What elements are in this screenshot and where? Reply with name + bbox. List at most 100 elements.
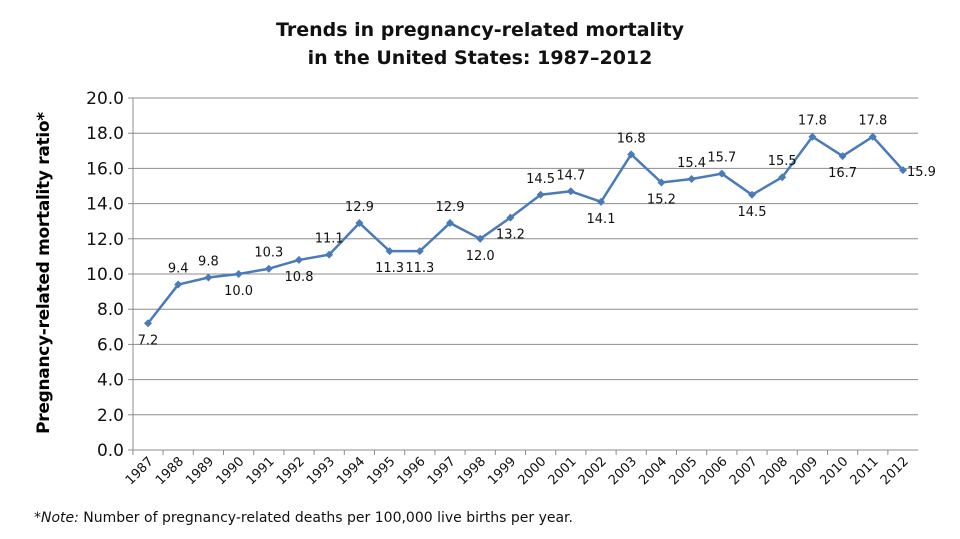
data-label: 14.5 (526, 172, 555, 187)
y-tick-label: 10.0 (86, 265, 124, 285)
x-tick-label: 1995 (364, 454, 398, 488)
data-label: 16.8 (617, 131, 646, 146)
data-label: 9.4 (168, 262, 189, 277)
data-point-marker (778, 173, 787, 182)
x-tick-label: 1989 (183, 454, 217, 488)
x-tick-label: 1990 (213, 454, 247, 488)
gridlines (133, 97, 918, 416)
data-point-marker (415, 247, 424, 256)
data-label: 14.1 (587, 212, 616, 227)
x-tick-label: 1998 (455, 454, 489, 488)
x-tick-label: 2005 (666, 454, 700, 488)
data-point-marker (234, 270, 243, 278)
x-tick-label: 1988 (153, 454, 187, 488)
data-point-marker (385, 247, 394, 256)
data-label: 15.7 (707, 151, 736, 166)
data-point-marker (204, 273, 213, 282)
x-tick-label: 2011 (848, 454, 882, 488)
data-point-marker (838, 152, 847, 161)
data-labels: 7.2 9.4 9.8 10.0 10.310.8 11.1 12.9 11.3 11.3 12.… (138, 114, 936, 349)
data-point-marker (899, 166, 907, 175)
y-axis-ticks: 0.0 2.0 4.0 6.0 8.0 10.0 12.0 14.0 16.0 18.0 20.0 (86, 89, 133, 461)
data-label: 15.5 (768, 154, 797, 169)
y-tick-label: 6.0 (97, 335, 124, 355)
x-tick-label: 2010 (817, 454, 851, 488)
data-point-marker (144, 319, 152, 328)
x-tick-label: 1997 (425, 454, 459, 488)
data-label: 12.9 (436, 200, 465, 215)
data-point-marker (808, 132, 817, 141)
data-label: 7.2 (138, 333, 159, 348)
x-tick-label: 1999 (485, 454, 519, 488)
y-tick-label: 2.0 (97, 406, 124, 426)
x-tick-label: 2002 (576, 454, 610, 488)
data-label: 9.8 (198, 255, 219, 270)
data-label: 17.8 (798, 114, 827, 129)
data-point-marker (536, 190, 545, 199)
data-point-marker (566, 187, 575, 196)
data-point-marker (597, 197, 605, 206)
footnote: *Note: Number of pregnancy-related death… (34, 510, 573, 526)
data-label: 12.0 (466, 249, 495, 264)
y-tick-label: 12.0 (86, 230, 124, 250)
x-tick-label: 1992 (274, 454, 308, 488)
data-point-marker (687, 174, 696, 183)
x-tick-label: 1993 (304, 454, 338, 488)
chart-title-line-2: in the United States: 1987–2012 (307, 47, 653, 69)
y-tick-label: 14.0 (86, 195, 124, 215)
data-point-marker (264, 264, 273, 273)
data-point-marker (506, 213, 515, 222)
series-line-path (147, 135, 904, 325)
x-tick-label: 1996 (395, 454, 429, 488)
x-tick-label: 1991 (244, 454, 278, 488)
data-point-marker (174, 280, 183, 289)
data-point-marker (476, 234, 485, 243)
y-tick-label: 18.0 (86, 124, 124, 144)
data-label: 15.9 (907, 165, 936, 180)
data-label: 15.2 (647, 192, 676, 207)
data-label: 11.3 (375, 261, 404, 276)
data-point-marker (717, 169, 726, 178)
x-axis-ticks: 1987198819891990199119921993199419951996… (123, 450, 912, 488)
data-label: 16.7 (828, 166, 857, 181)
data-label: 10.3 (254, 246, 283, 261)
chart-title-line-1: Trends in pregnancy-related mortality (275, 19, 685, 41)
x-tick-label: 2009 (787, 454, 821, 488)
x-tick-label: 2001 (546, 454, 580, 488)
data-label: 14.7 (556, 168, 585, 183)
data-point-marker (446, 218, 454, 227)
y-tick-label: 20.0 (86, 89, 124, 109)
y-tick-label: 16.0 (86, 159, 124, 179)
data-label: 17.8 (858, 114, 887, 129)
data-label: 14.5 (738, 205, 767, 220)
x-tick-label: 2008 (757, 454, 791, 488)
data-point-marker (657, 178, 666, 187)
footnote-label: Note: (41, 510, 79, 526)
x-tick-label: 1987 (123, 454, 157, 488)
data-label: 10.8 (285, 270, 314, 285)
data-point-marker (868, 132, 877, 141)
data-point-marker (748, 190, 756, 199)
axes (132, 98, 918, 451)
footnote-text: Number of pregnancy-related deaths per 1… (78, 510, 573, 526)
data-label: 12.9 (345, 200, 374, 215)
data-label: 11.1 (315, 232, 344, 247)
data-point-marker (295, 255, 303, 264)
x-tick-label: 2012 (878, 454, 912, 488)
footnote-marker: * (34, 510, 41, 526)
series-line (144, 132, 907, 328)
data-label: 15.4 (677, 156, 706, 171)
x-tick-label: 2006 (697, 454, 731, 488)
x-tick-label: 2004 (636, 454, 670, 488)
y-tick-label: 8.0 (97, 300, 124, 320)
y-tick-label: 0.0 (97, 441, 124, 461)
data-label: 13.2 (496, 228, 525, 243)
x-tick-label: 1994 (334, 454, 368, 488)
data-point-marker (325, 250, 334, 259)
data-point-marker (355, 218, 364, 227)
y-tick-label: 4.0 (97, 371, 124, 391)
data-label: 10.0 (224, 284, 253, 299)
x-tick-label: 2003 (606, 454, 640, 488)
x-tick-label: 2000 (515, 454, 549, 488)
